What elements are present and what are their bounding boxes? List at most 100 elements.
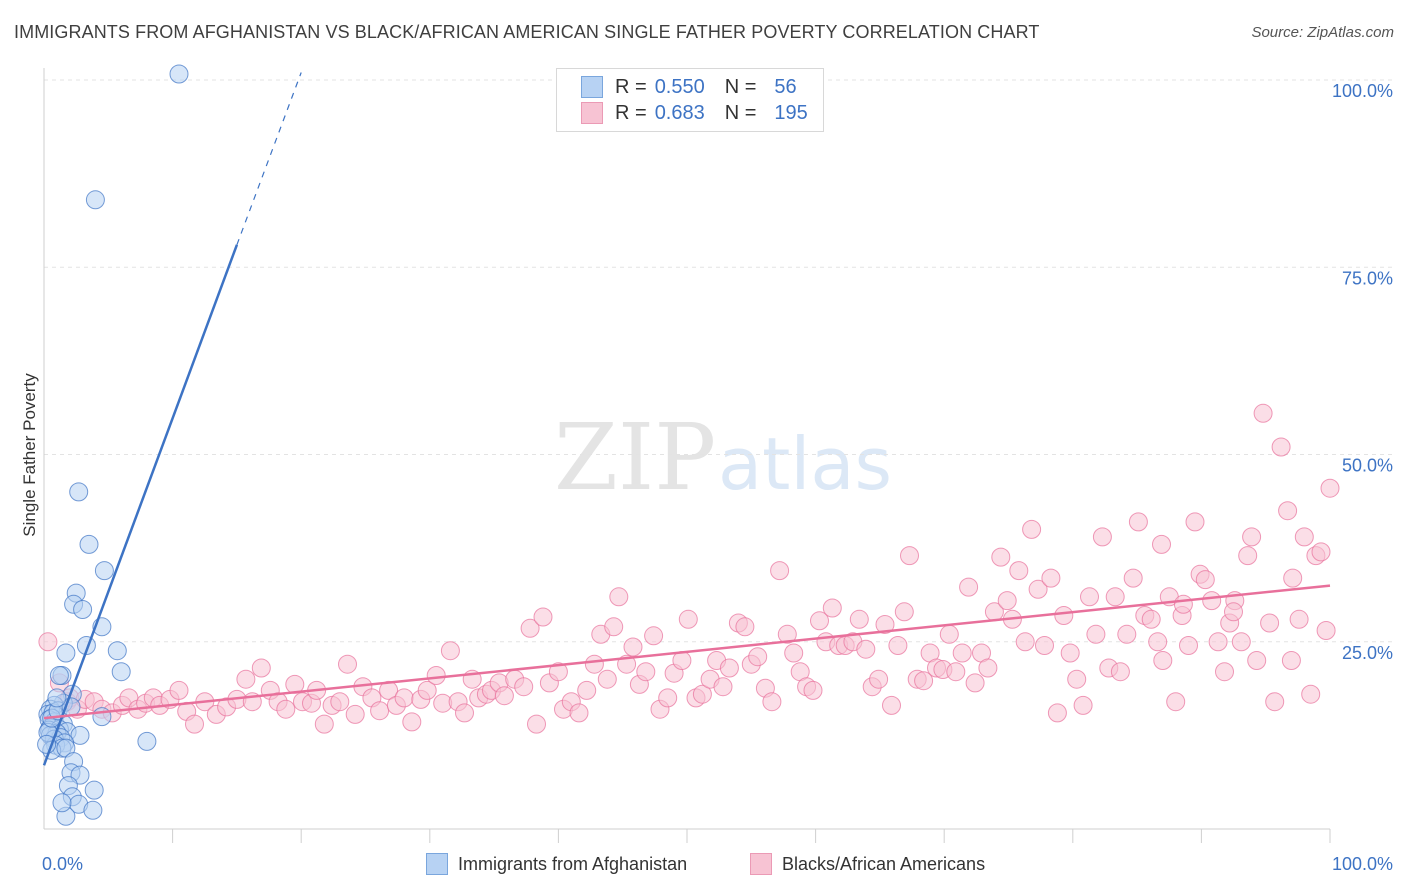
data-point — [370, 701, 390, 721]
data-point — [69, 482, 89, 502]
data-point — [1152, 534, 1171, 554]
legend-row-black-african-american: R = 0.683 N = 195 — [581, 101, 808, 125]
data-point — [1281, 651, 1301, 670]
data-point — [1128, 512, 1148, 532]
gridlines — [44, 79, 1392, 643]
data-point — [997, 591, 1017, 611]
data-point — [70, 725, 90, 745]
data-point — [584, 654, 604, 674]
legend-r-value: 0.683 — [654, 101, 705, 124]
data-point — [1242, 527, 1262, 547]
legend-n-value: 56 — [774, 75, 797, 98]
data-point — [939, 624, 959, 644]
data-point — [1289, 609, 1309, 629]
legend-r-value: 0.550 — [654, 75, 705, 98]
data-point — [609, 587, 629, 607]
data-point — [1215, 662, 1234, 682]
data-point — [533, 607, 553, 627]
trend-line-extension — [236, 72, 302, 245]
data-point — [1047, 703, 1067, 723]
data-point — [494, 686, 514, 706]
data-point — [84, 780, 104, 800]
legend-n-label: N = — [724, 75, 757, 98]
bottom-legend-black-african-american[interactable]: Blacks/African Americans — [750, 852, 985, 876]
data-point — [137, 731, 157, 751]
data-point — [426, 666, 446, 685]
data-point — [169, 64, 189, 84]
data-point — [914, 671, 934, 691]
legend-r-label: R = — [615, 75, 647, 98]
data-point — [952, 643, 972, 663]
legend-swatch-pink — [581, 102, 603, 124]
data-point — [678, 609, 698, 629]
data-point — [849, 609, 869, 629]
data-point — [1283, 568, 1303, 588]
trend-line — [43, 584, 1331, 720]
y-tick-label: 25.0% — [1342, 643, 1393, 663]
data-point — [85, 190, 105, 210]
data-point — [770, 561, 790, 581]
data-point — [803, 680, 823, 700]
data-point — [658, 688, 678, 708]
bottom-legend-afghanistan[interactable]: Immigrants from Afghanistan — [426, 852, 687, 876]
data-point — [1202, 591, 1222, 611]
bottom-legend-label: Immigrants from Afghanistan — [458, 853, 688, 874]
data-point — [777, 624, 797, 644]
bottom-legend-swatch-blue — [426, 853, 448, 875]
data-point — [548, 662, 568, 682]
data-point — [762, 692, 782, 712]
data-point — [1009, 561, 1029, 581]
legend-row-afghanistan: R = 0.550 N = 56 — [581, 75, 797, 99]
data-point — [330, 692, 350, 712]
data-point — [692, 684, 712, 704]
data-point — [1015, 632, 1035, 652]
data-point — [1110, 662, 1130, 682]
legend-n-value: 195 — [774, 101, 808, 124]
data-point — [856, 639, 876, 659]
data-point — [719, 658, 739, 678]
data-point — [1092, 527, 1112, 547]
data-point — [455, 703, 474, 723]
x-tick-label: 0.0% — [42, 854, 83, 874]
data-point — [107, 641, 127, 661]
data-point — [38, 632, 58, 652]
data-point — [888, 636, 908, 655]
legend-n-label: N = — [724, 101, 757, 124]
data-point — [1301, 684, 1321, 704]
bottom-legend-label: Blacks/African Americans — [782, 853, 986, 874]
data-point — [577, 680, 597, 700]
legend-r-label: R = — [615, 101, 647, 124]
x-axis-ticks — [172, 829, 1331, 843]
data-point — [894, 602, 914, 622]
trend-line — [42, 244, 239, 766]
y-tick-label: 100.0% — [1332, 81, 1393, 101]
data-point — [822, 598, 842, 618]
series-immigrants-from-afghanistan — [37, 64, 189, 826]
data-point — [520, 618, 540, 638]
data-point — [623, 637, 643, 657]
data-point — [1253, 403, 1273, 423]
data-point — [1117, 624, 1137, 644]
data-point — [965, 673, 985, 693]
data-point — [875, 615, 895, 634]
legend-swatch-blue — [581, 76, 603, 98]
data-point — [991, 547, 1011, 567]
data-point — [1224, 602, 1243, 622]
data-point — [604, 617, 624, 637]
data-point — [1035, 636, 1054, 655]
y-axis-label: Single Father Poverty — [20, 373, 39, 537]
data-point — [83, 800, 103, 820]
chart-title: IMMIGRANTS FROM AFGHANISTAN VS BLACK/AFR… — [14, 22, 1040, 42]
y-tick-label: 50.0% — [1342, 456, 1393, 476]
data-point — [185, 714, 204, 734]
data-point — [276, 699, 296, 719]
data-point — [49, 666, 69, 685]
data-point — [1141, 609, 1161, 629]
bottom-legend-swatch-pink — [750, 853, 772, 875]
data-point — [56, 643, 76, 663]
correlation-legend: R = 0.550 N = 56 R = 0.683 N = 195 — [556, 68, 824, 132]
data-point — [1208, 632, 1228, 652]
data-point — [959, 577, 979, 597]
data-point — [440, 641, 460, 661]
